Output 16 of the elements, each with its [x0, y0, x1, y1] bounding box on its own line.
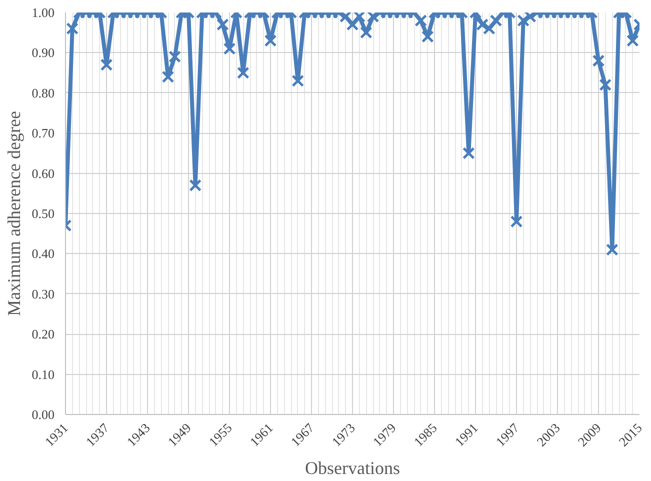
y-tick-label: 0.00 [32, 407, 54, 422]
y-tick-label: 0.10 [32, 366, 54, 382]
y-tick-label: 0.90 [32, 45, 54, 60]
y-axis-title: Maximum adherence degree [4, 111, 24, 316]
x-tick-label: 1931 [42, 420, 71, 450]
y-tick-label: 0.40 [32, 246, 54, 262]
y-tick-label: 0.30 [32, 286, 54, 302]
x-tick-label: 1991 [452, 420, 481, 450]
y-tick-label: 0.60 [32, 166, 54, 181]
y-tick-label: 0.50 [32, 206, 54, 221]
y-tick-label: 0.80 [32, 85, 54, 100]
x-tick-label: 1961 [246, 420, 276, 450]
y-tick-label: 0.20 [32, 326, 54, 342]
y-tick-label: 1.00 [32, 5, 54, 20]
x-axis-title: Observations [305, 458, 400, 478]
y-tick-label: 0.70 [32, 126, 54, 141]
